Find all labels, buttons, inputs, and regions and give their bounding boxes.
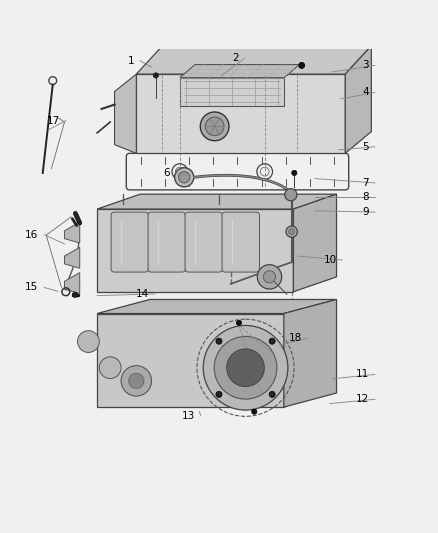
Text: 11: 11 (356, 369, 369, 379)
Text: 2: 2 (232, 53, 239, 63)
Polygon shape (64, 247, 80, 268)
Circle shape (175, 168, 194, 187)
Text: 4: 4 (363, 87, 369, 98)
Circle shape (269, 391, 275, 398)
Text: 7: 7 (363, 178, 369, 188)
Circle shape (227, 349, 265, 386)
Polygon shape (284, 300, 336, 407)
Text: 13: 13 (182, 411, 195, 421)
Polygon shape (64, 272, 80, 294)
Polygon shape (180, 64, 300, 78)
Text: 3: 3 (363, 60, 369, 70)
Circle shape (269, 338, 275, 344)
Polygon shape (345, 46, 371, 154)
Polygon shape (293, 194, 336, 292)
Text: 18: 18 (289, 333, 302, 343)
Circle shape (121, 366, 152, 396)
Text: 16: 16 (25, 230, 39, 240)
Text: 6: 6 (164, 168, 170, 178)
Polygon shape (136, 74, 345, 154)
Circle shape (214, 336, 277, 399)
Polygon shape (136, 46, 371, 74)
Polygon shape (115, 74, 136, 154)
Circle shape (72, 292, 78, 297)
Text: 8: 8 (363, 192, 369, 202)
Circle shape (286, 226, 297, 237)
Polygon shape (180, 78, 284, 106)
Text: 14: 14 (136, 289, 149, 299)
Circle shape (252, 409, 257, 414)
Text: 9: 9 (363, 207, 369, 217)
Text: 12: 12 (356, 394, 369, 404)
Polygon shape (64, 222, 80, 243)
Circle shape (78, 330, 99, 352)
Polygon shape (97, 313, 284, 407)
Text: 15: 15 (25, 282, 39, 293)
Circle shape (263, 271, 276, 283)
Polygon shape (97, 209, 293, 292)
FancyBboxPatch shape (222, 212, 259, 272)
FancyBboxPatch shape (148, 212, 185, 272)
Circle shape (257, 265, 282, 289)
Polygon shape (97, 300, 336, 313)
Circle shape (285, 189, 297, 201)
Circle shape (299, 62, 305, 68)
Circle shape (289, 229, 295, 235)
Circle shape (129, 373, 144, 389)
Circle shape (200, 112, 229, 141)
Circle shape (203, 326, 288, 410)
Text: 5: 5 (363, 142, 369, 152)
Circle shape (216, 391, 222, 398)
FancyBboxPatch shape (185, 212, 223, 272)
Circle shape (153, 73, 159, 78)
Circle shape (216, 338, 222, 344)
Circle shape (237, 320, 242, 326)
Polygon shape (97, 194, 336, 209)
Text: 10: 10 (323, 255, 336, 265)
Text: 1: 1 (127, 55, 134, 66)
Circle shape (99, 357, 121, 378)
Text: 17: 17 (47, 116, 60, 126)
FancyBboxPatch shape (111, 212, 148, 272)
Circle shape (205, 117, 224, 136)
Circle shape (292, 171, 297, 175)
Circle shape (179, 172, 190, 183)
